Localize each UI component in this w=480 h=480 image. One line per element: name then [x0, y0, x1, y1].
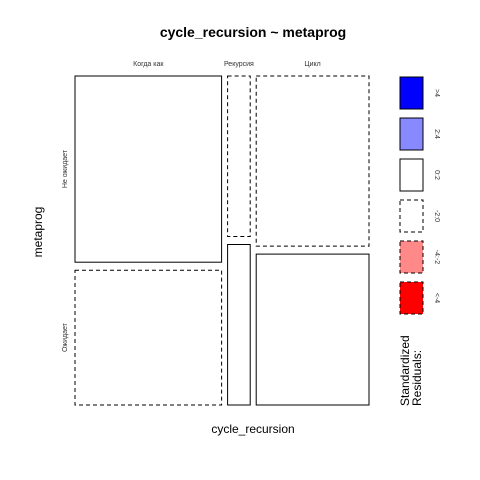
x-category-label: Цикл	[304, 61, 320, 68]
x-category-label: Когда как	[133, 61, 164, 68]
y-category-label: Не ожидает	[62, 149, 69, 188]
legend-label: 0:2	[433, 170, 440, 180]
legend-label: -2:0	[433, 210, 440, 222]
legend-label: <-4	[433, 293, 440, 303]
y-category-labels: Не ожидает Ожидает	[62, 149, 69, 352]
legend-title-line-2: Residuals:	[410, 350, 424, 406]
legend-swatch	[399, 199, 424, 233]
legend-swatch	[399, 281, 424, 315]
legend-label: -4:-2	[433, 250, 440, 265]
mosaic-cell	[227, 244, 251, 406]
x-category-labels: Когда как Рекурсия Цикл	[133, 61, 321, 68]
mosaic-cell	[74, 269, 223, 406]
mosaic-cell	[255, 75, 370, 247]
legend-swatch	[399, 240, 424, 274]
legend-label: >4	[433, 89, 440, 97]
legend: >4 2:4 0:2 -2:0 -4:-2 <-4 Standardized Residu…	[398, 76, 440, 406]
x-axis-label: cycle_recursion	[211, 422, 294, 436]
legend-swatch	[399, 117, 424, 151]
chart-title: cycle_recursion ~ metaprog	[160, 24, 346, 40]
legend-swatch	[399, 76, 424, 110]
mosaic-cell	[255, 253, 370, 406]
legend-title-line-1: Standardized	[398, 335, 412, 406]
mosaic-cell	[227, 75, 251, 237]
y-axis-label: metaprog	[31, 207, 45, 258]
mosaic-cell	[74, 75, 223, 263]
legend-label: 2:4	[433, 129, 440, 139]
mosaic-cells	[74, 75, 370, 406]
legend-swatch	[399, 158, 424, 192]
y-category-label: Ожидает	[62, 322, 69, 352]
x-category-label: Рекурсия	[224, 61, 254, 68]
